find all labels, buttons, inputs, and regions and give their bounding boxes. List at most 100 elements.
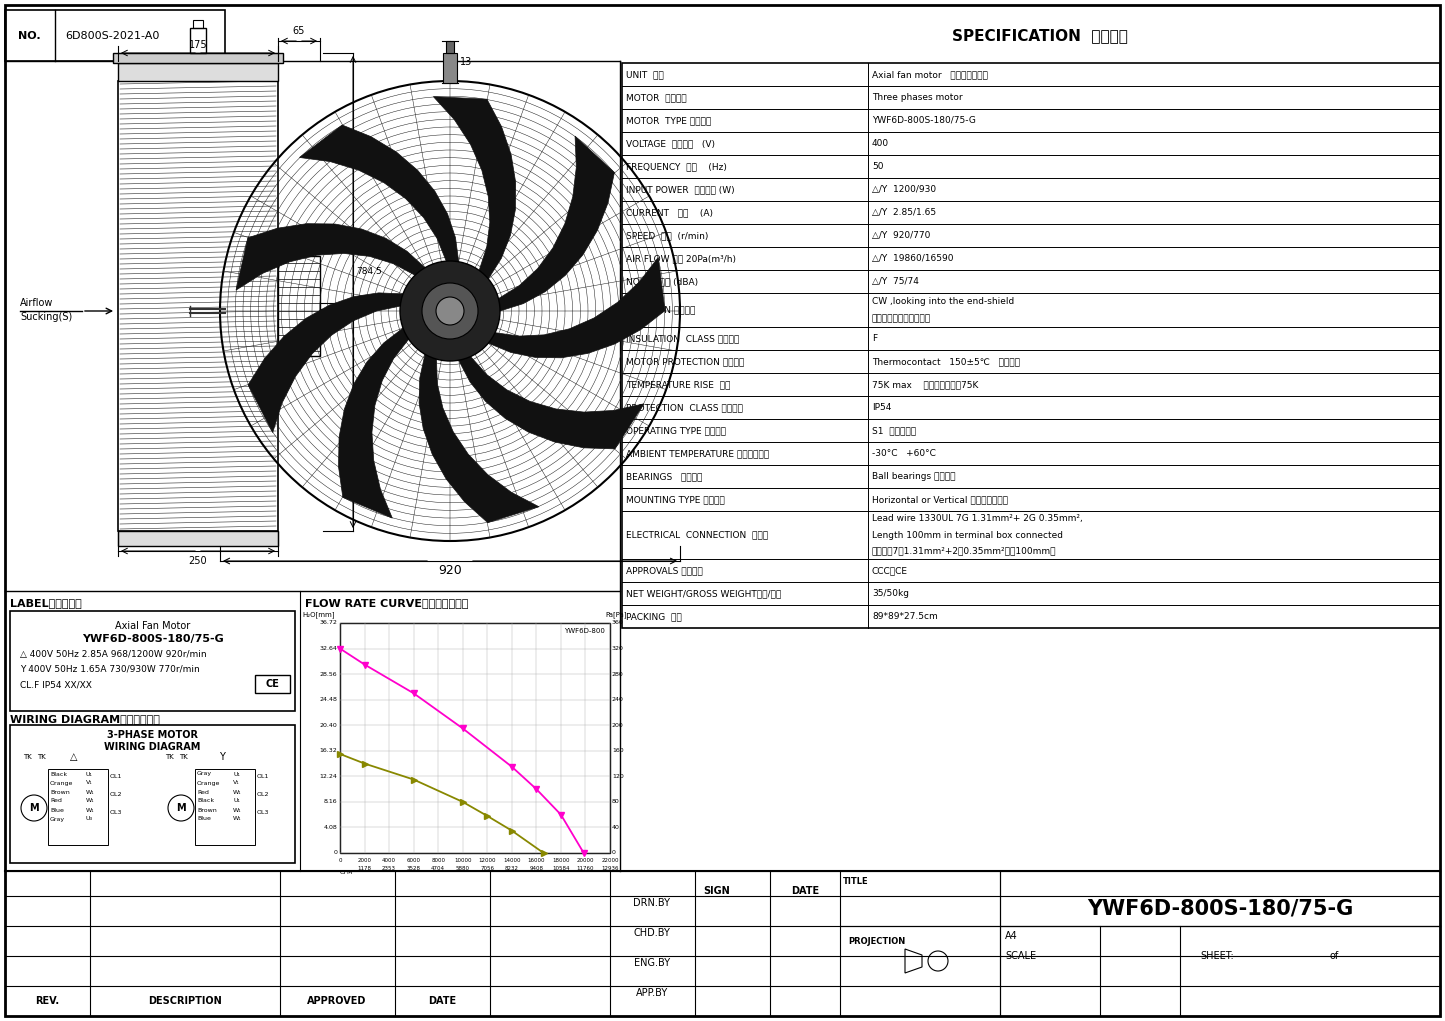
Text: TITLE: TITLE bbox=[842, 876, 868, 885]
Text: PACKING  包装: PACKING 包装 bbox=[626, 612, 682, 621]
Text: Lead wire 1330UL 7G 1.31mm²+ 2G 0.35mm²,: Lead wire 1330UL 7G 1.31mm²+ 2G 0.35mm², bbox=[871, 515, 1082, 524]
Text: 2353: 2353 bbox=[381, 866, 396, 871]
Text: SCALE: SCALE bbox=[1006, 951, 1036, 961]
Text: 280: 280 bbox=[613, 672, 624, 677]
Text: 24.48: 24.48 bbox=[319, 697, 337, 702]
Text: SHEET:: SHEET: bbox=[1199, 951, 1234, 961]
Text: W₁: W₁ bbox=[233, 817, 241, 822]
Text: NET WEIGHT/GROSS WEIGHT净重/毛重: NET WEIGHT/GROSS WEIGHT净重/毛重 bbox=[626, 589, 782, 598]
Text: △ 400V 50Hz 2.85A 968/1200W 920r/min: △ 400V 50Hz 2.85A 968/1200W 920r/min bbox=[20, 649, 207, 659]
Text: NO.: NO. bbox=[17, 31, 40, 41]
Text: W₁: W₁ bbox=[87, 789, 94, 794]
Text: REV.: REV. bbox=[35, 996, 59, 1006]
Text: Orange: Orange bbox=[51, 780, 74, 785]
Text: M: M bbox=[29, 803, 39, 813]
Text: DRN.BY: DRN.BY bbox=[633, 898, 670, 908]
Text: INSULATION  CLASS 绝缘等级: INSULATION CLASS 绝缘等级 bbox=[626, 334, 740, 343]
Text: 0: 0 bbox=[613, 850, 616, 856]
Text: -30°C   +60°C: -30°C +60°C bbox=[871, 449, 936, 458]
Text: SPEED  转速  (r/min): SPEED 转速 (r/min) bbox=[626, 231, 708, 240]
Text: CCC、CE: CCC、CE bbox=[871, 566, 907, 575]
Text: 1178: 1178 bbox=[357, 866, 371, 871]
Circle shape bbox=[400, 261, 500, 361]
Text: 6000: 6000 bbox=[406, 858, 420, 863]
Text: 4704: 4704 bbox=[431, 866, 445, 871]
Text: 360: 360 bbox=[613, 621, 624, 626]
Text: 6D800S-2021-A0: 6D800S-2021-A0 bbox=[65, 31, 159, 41]
Text: 36.72: 36.72 bbox=[319, 621, 337, 626]
Text: Thermocontact   150±5℃   热保护器: Thermocontact 150±5℃ 热保护器 bbox=[871, 357, 1020, 366]
Bar bbox=[621, 63, 1441, 628]
Text: 35/50kg: 35/50kg bbox=[871, 589, 909, 598]
Text: 250: 250 bbox=[189, 556, 207, 566]
Text: MOTOR  TYPE 电机型号: MOTOR TYPE 电机型号 bbox=[626, 116, 711, 125]
Text: Gray: Gray bbox=[51, 817, 65, 822]
Text: 8.16: 8.16 bbox=[324, 799, 337, 805]
Text: Y 400V 50Hz 1.65A 730/930W 770r/min: Y 400V 50Hz 1.65A 730/930W 770r/min bbox=[20, 665, 199, 674]
Text: Three phases motor: Three phases motor bbox=[871, 93, 962, 102]
Bar bbox=[10, 611, 295, 711]
Text: 89*89*27.5cm: 89*89*27.5cm bbox=[871, 612, 938, 621]
Text: 12936: 12936 bbox=[601, 866, 618, 871]
Circle shape bbox=[422, 283, 478, 339]
Text: Horizontal or Vertical 垂直或水平安装: Horizontal or Vertical 垂直或水平安装 bbox=[871, 495, 1009, 504]
Text: CL.F IP54 XX/XX: CL.F IP54 XX/XX bbox=[20, 681, 92, 689]
Text: Red: Red bbox=[51, 798, 62, 804]
Bar bbox=[447, 41, 454, 53]
Text: 9408: 9408 bbox=[529, 866, 543, 871]
Text: 5880: 5880 bbox=[455, 866, 470, 871]
Text: 4000: 4000 bbox=[381, 858, 396, 863]
Bar bbox=[113, 53, 283, 63]
Bar bbox=[118, 81, 277, 531]
Bar bbox=[444, 53, 457, 83]
Polygon shape bbox=[236, 224, 425, 290]
Text: 11760: 11760 bbox=[577, 866, 594, 871]
Text: 7056: 7056 bbox=[480, 866, 494, 871]
Text: 28.56: 28.56 bbox=[319, 672, 337, 677]
Text: W₁: W₁ bbox=[233, 789, 241, 794]
Text: 40: 40 bbox=[613, 825, 620, 830]
Text: Pa[Pa]: Pa[Pa] bbox=[605, 612, 627, 619]
Text: △: △ bbox=[69, 752, 78, 762]
Text: 50: 50 bbox=[871, 162, 883, 171]
Text: V₁: V₁ bbox=[87, 780, 92, 785]
Text: 0: 0 bbox=[338, 858, 342, 863]
Polygon shape bbox=[499, 136, 614, 311]
Text: 3528: 3528 bbox=[406, 866, 420, 871]
Text: APPROVED: APPROVED bbox=[308, 996, 367, 1006]
Text: WIRING DIAGRAM: WIRING DIAGRAM bbox=[104, 742, 201, 752]
Text: 65: 65 bbox=[293, 26, 305, 36]
Text: Length 100mm in terminal box connected: Length 100mm in terminal box connected bbox=[871, 531, 1064, 539]
Text: OL3: OL3 bbox=[257, 811, 270, 816]
Text: SPECIFICATION  规格说明: SPECIFICATION 规格说明 bbox=[952, 29, 1129, 44]
Text: △/Y  2.85/1.65: △/Y 2.85/1.65 bbox=[871, 208, 936, 217]
Text: F: F bbox=[871, 334, 877, 343]
Text: AIR FLOW 风量 20Pa(m³/h): AIR FLOW 风量 20Pa(m³/h) bbox=[626, 254, 736, 263]
Text: Blue: Blue bbox=[51, 808, 64, 813]
Text: Brown: Brown bbox=[51, 789, 69, 794]
Text: H₂O[mm]: H₂O[mm] bbox=[302, 612, 334, 619]
Text: CFM: CFM bbox=[340, 871, 354, 875]
Text: Black: Black bbox=[51, 772, 66, 777]
Text: Ø180: Ø180 bbox=[280, 246, 305, 255]
Text: 784.5: 784.5 bbox=[355, 268, 381, 277]
Text: Blue: Blue bbox=[197, 817, 211, 822]
Text: 12.24: 12.24 bbox=[319, 774, 337, 779]
Polygon shape bbox=[419, 354, 539, 523]
Text: Axial Fan Motor: Axial Fan Motor bbox=[114, 621, 191, 631]
Polygon shape bbox=[338, 328, 409, 518]
Text: 8232: 8232 bbox=[504, 866, 519, 871]
Text: MOTOR PROTECTION 电机保护: MOTOR PROTECTION 电机保护 bbox=[626, 357, 744, 366]
Polygon shape bbox=[488, 257, 665, 357]
Text: NOISE  噪音 (dBA): NOISE 噪音 (dBA) bbox=[626, 277, 698, 286]
Text: 4.08: 4.08 bbox=[324, 825, 337, 830]
Text: Orange: Orange bbox=[197, 780, 221, 785]
Text: 200: 200 bbox=[613, 723, 624, 728]
Text: IP54: IP54 bbox=[871, 403, 892, 412]
Text: Y: Y bbox=[220, 752, 225, 762]
Text: 20.40: 20.40 bbox=[319, 723, 337, 728]
Bar bbox=[194, 20, 202, 28]
Text: 接线盒（7芯1.31mm²+2芯0.35mm²线长100mm）: 接线盒（7芯1.31mm²+2芯0.35mm²线长100mm） bbox=[871, 546, 1056, 555]
Text: Ball bearings 滚珠轴承: Ball bearings 滚珠轴承 bbox=[871, 472, 955, 481]
Text: CHD.BY: CHD.BY bbox=[633, 928, 670, 938]
